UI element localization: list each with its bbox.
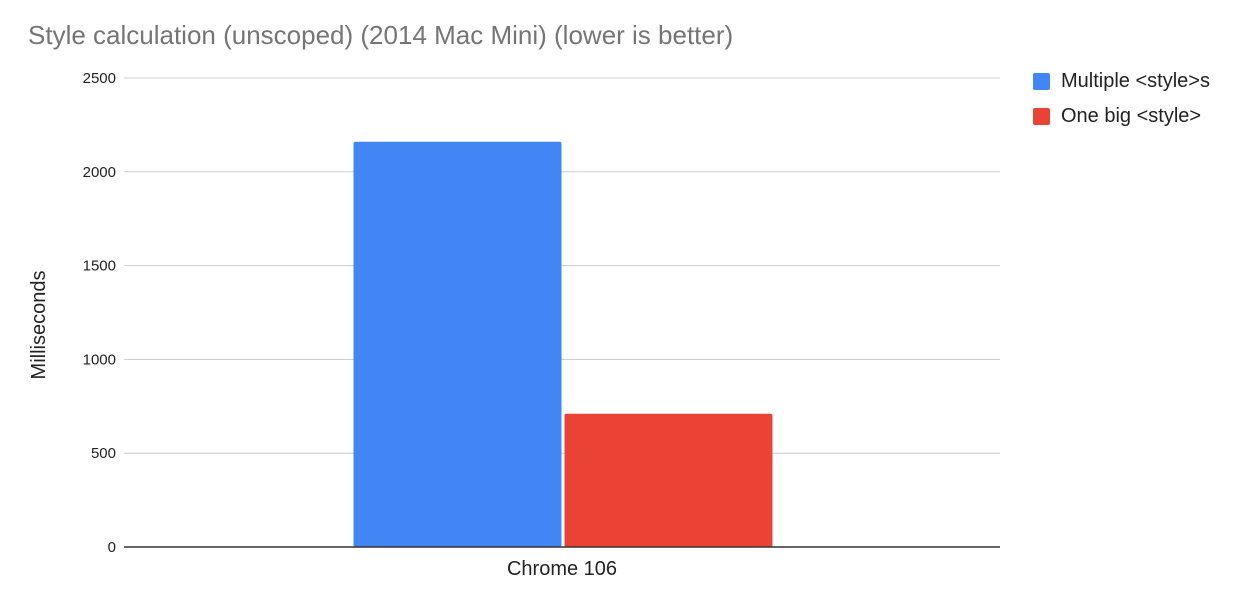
legend-item: Multiple <style>s bbox=[1033, 68, 1210, 94]
legend-label: One big <style> bbox=[1061, 104, 1202, 127]
legend-swatch bbox=[1033, 72, 1050, 90]
y-axis-label: Milliseconds bbox=[28, 271, 50, 380]
y-tick-label: 1000 bbox=[83, 351, 116, 368]
y-tick-label: 2000 bbox=[83, 164, 116, 181]
gridlines bbox=[124, 77, 1000, 454]
x-tick-label: Chrome 106 bbox=[507, 558, 617, 580]
chart-title: Style calculation (unscoped) (2014 Mac M… bbox=[28, 20, 734, 50]
legend-label: Multiple <style>s bbox=[1061, 69, 1210, 92]
y-tick-label: 2500 bbox=[83, 70, 116, 87]
y-tick-label: 500 bbox=[91, 445, 116, 462]
bar-one-big-style bbox=[564, 413, 773, 547]
legend-swatch bbox=[1033, 107, 1050, 125]
y-tick-label: 1500 bbox=[83, 258, 116, 275]
bars bbox=[353, 141, 773, 547]
x-axis: Chrome 106 bbox=[124, 546, 1000, 580]
legend-item: One big <style> bbox=[1033, 103, 1210, 129]
y-tick-label: 0 bbox=[108, 539, 116, 556]
legend: Multiple <style>s One big <style> bbox=[1033, 68, 1210, 138]
y-axis-ticks: 0 500 1000 1500 2000 2500 bbox=[83, 70, 116, 556]
bar-multiple-styles bbox=[353, 141, 562, 547]
